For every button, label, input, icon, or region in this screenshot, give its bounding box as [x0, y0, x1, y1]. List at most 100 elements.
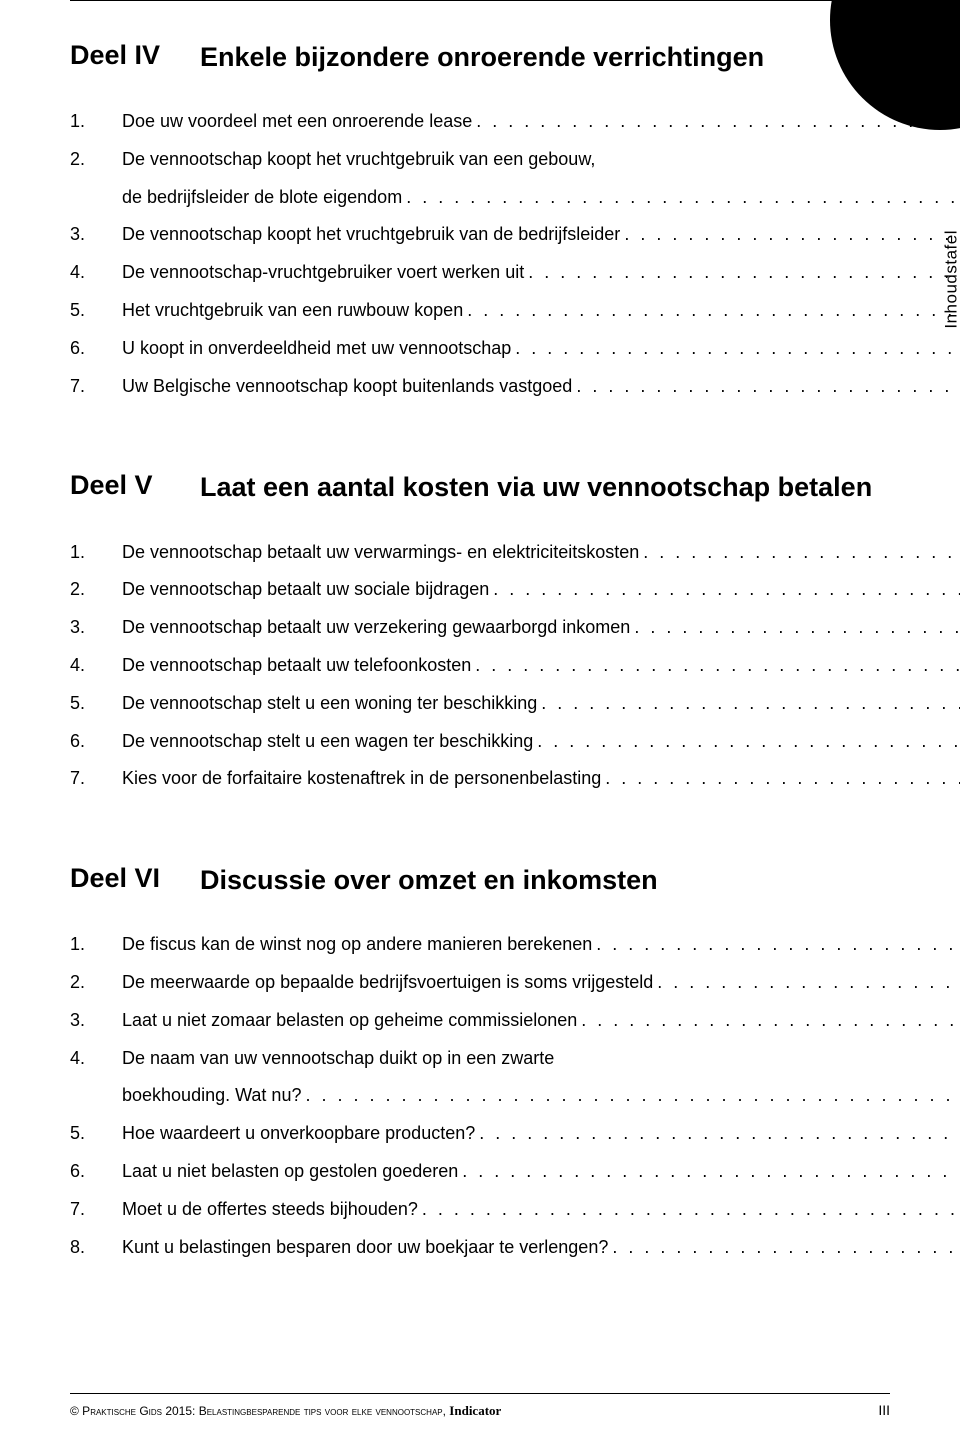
toc-item-number: 8.	[70, 1229, 122, 1267]
toc-item-text: U koopt in onverdeeldheid met uw vennoot…	[122, 330, 511, 368]
toc-item: 5.Het vruchtgebruik van een ruwbouw kope…	[70, 292, 900, 330]
toc-item: 3.De vennootschap betaalt uw verzekering…	[70, 609, 900, 647]
toc-item-body: Het vruchtgebruik van een ruwbouw kopen1…	[122, 292, 960, 330]
toc-item-number: 2.	[70, 571, 122, 609]
toc-item-number: 4.	[70, 647, 122, 685]
toc-item-number: 1.	[70, 103, 122, 141]
section-heading: Deel IVEnkele bijzondere onroerende verr…	[70, 40, 900, 75]
toc-item-text: De vennootschap betaalt uw sociale bijdr…	[122, 571, 489, 609]
toc-list: 1.Doe uw voordeel met een onroerende lea…	[70, 103, 900, 405]
toc-item: 5.Hoe waardeert u onverkoopbare producte…	[70, 1115, 900, 1153]
toc-item-text: Laat u niet zomaar belasten op geheime c…	[122, 1002, 577, 1040]
toc-item-number: 2.	[70, 964, 122, 1002]
toc-item-body: De vennootschap koopt het vruchtgebruik …	[122, 141, 960, 217]
toc-leader-dots	[643, 534, 960, 572]
toc-list: 1.De fiscus kan de winst nog op andere m…	[70, 926, 900, 1266]
toc-item-number: 5.	[70, 292, 122, 330]
toc-item-text: Laat u niet belasten op gestolen goedere…	[122, 1153, 458, 1191]
toc-item-body: Uw Belgische vennootschap koopt buitenla…	[122, 368, 960, 406]
toc-item-body: De vennootschap betaalt uw telefoonkoste…	[122, 647, 960, 685]
toc-leader-dots	[467, 292, 960, 330]
toc-item: 4.De naam van uw vennootschap duikt op i…	[70, 1040, 900, 1116]
toc-item: 4.De vennootschap betaalt uw telefoonkos…	[70, 647, 900, 685]
top-border	[70, 0, 960, 1]
toc-leader-dots	[493, 571, 960, 609]
toc-leader-dots	[479, 1115, 960, 1153]
toc-item-text: De vennootschap stelt u een wagen ter be…	[122, 723, 533, 761]
toc-item: 8.Kunt u belastingen besparen door uw bo…	[70, 1229, 900, 1267]
toc-leader-dots	[462, 1153, 960, 1191]
toc-item-body: De vennootschap stelt u een wagen ter be…	[122, 723, 960, 761]
toc-item: 6.De vennootschap stelt u een wagen ter …	[70, 723, 900, 761]
toc-item-number: 6.	[70, 723, 122, 761]
toc-leader-dots	[537, 723, 960, 761]
toc-leader-dots	[475, 647, 960, 685]
toc-item-text: De fiscus kan de winst nog op andere man…	[122, 926, 592, 964]
toc-list: 1.De vennootschap betaalt uw verwarmings…	[70, 534, 900, 799]
toc-item-body: U koopt in onverdeeldheid met uw vennoot…	[122, 330, 960, 368]
toc-item-text: Doe uw voordeel met een onroerende lease	[122, 103, 472, 141]
toc-leader-dots	[576, 368, 960, 406]
page-footer: © Praktische Gids 2015: Belastingbespare…	[70, 1393, 890, 1419]
deel-title: Enkele bijzondere onroerende verrichting…	[200, 40, 764, 75]
toc-item-body: Doe uw voordeel met een onroerende lease…	[122, 103, 960, 141]
toc-item-text: De vennootschap stelt u een woning ter b…	[122, 685, 537, 723]
section-heading: Deel VIDiscussie over omzet en inkomsten	[70, 863, 900, 898]
toc-item-number: 4.	[70, 1040, 122, 1078]
toc-item: 6.Laat u niet belasten op gestolen goede…	[70, 1153, 900, 1191]
toc-leader-dots	[581, 1002, 960, 1040]
toc-item: 6.U koopt in onverdeeldheid met uw venno…	[70, 330, 900, 368]
toc-item-text: de bedrijfsleider de blote eigendom	[122, 179, 402, 217]
toc-item: 3.Laat u niet zomaar belasten op geheime…	[70, 1002, 900, 1040]
toc-leader-dots	[305, 1077, 960, 1115]
toc-item-number: 6.	[70, 1153, 122, 1191]
deel-label: Deel V	[70, 470, 200, 501]
toc-item: 1.Doe uw voordeel met een onroerende lea…	[70, 103, 900, 141]
toc-item: 1.De vennootschap betaalt uw verwarmings…	[70, 534, 900, 572]
toc-item: 3.De vennootschap koopt het vruchtgebrui…	[70, 216, 900, 254]
toc-item-text: Moet u de offertes steeds bijhouden?	[122, 1191, 418, 1229]
toc-item-text: Hoe waardeert u onverkoopbare producten?	[122, 1115, 475, 1153]
toc-item: 7.Moet u de offertes steeds bijhouden?17…	[70, 1191, 900, 1229]
side-label: Inhoudstafel	[942, 230, 960, 329]
section-heading: Deel VLaat een aantal kosten via uw venn…	[70, 470, 900, 505]
toc-item-body: Kies voor de forfaitaire kostenaftrek in…	[122, 760, 960, 798]
toc-item-number: 1.	[70, 926, 122, 964]
toc-item-text: De meerwaarde op bepaalde bedrijfsvoertu…	[122, 964, 653, 1002]
deel-label: Deel IV	[70, 40, 200, 71]
toc-item-text: De vennootschap-vruchtgebruiker voert we…	[122, 254, 524, 292]
toc-item-number: 7.	[70, 368, 122, 406]
toc-item-text: De vennootschap betaalt uw telefoonkoste…	[122, 647, 471, 685]
deel-title: Laat een aantal kosten via uw vennootsch…	[200, 470, 872, 505]
toc-item: 2.De vennootschap betaalt uw sociale bij…	[70, 571, 900, 609]
toc-leader-dots	[422, 1191, 960, 1229]
toc-item-body: De vennootschap betaalt uw verwarmings- …	[122, 534, 960, 572]
toc-leader-dots	[612, 1229, 960, 1267]
toc-item-number: 3.	[70, 609, 122, 647]
toc-item-text: De vennootschap betaalt uw verwarmings- …	[122, 534, 639, 572]
toc-leader-dots	[657, 964, 960, 1002]
toc-item-body: De fiscus kan de winst nog op andere man…	[122, 926, 960, 964]
toc-item-body: De vennootschap-vruchtgebruiker voert we…	[122, 254, 960, 292]
toc-item-number: 1.	[70, 534, 122, 572]
toc-section: Deel IVEnkele bijzondere onroerende verr…	[70, 40, 900, 405]
toc-section: Deel VLaat een aantal kosten via uw venn…	[70, 470, 900, 798]
toc-section: Deel VIDiscussie over omzet en inkomsten…	[70, 863, 900, 1266]
toc-item-number: 3.	[70, 216, 122, 254]
toc-item-text: Uw Belgische vennootschap koopt buitenla…	[122, 368, 572, 406]
toc-leader-dots	[406, 179, 960, 217]
toc-item: 2.De meerwaarde op bepaalde bedrijfsvoer…	[70, 964, 900, 1002]
toc-item-body: Moet u de offertes steeds bijhouden?177	[122, 1191, 960, 1229]
toc-item-number: 4.	[70, 254, 122, 292]
toc-item-number: 2.	[70, 141, 122, 179]
toc-item-line: De vennootschap koopt het vruchtgebruik …	[122, 141, 960, 179]
toc-leader-dots	[634, 609, 960, 647]
toc-item-body: Laat u niet belasten op gestolen goedere…	[122, 1153, 960, 1191]
deel-title: Discussie over omzet en inkomsten	[200, 863, 658, 898]
toc-item-text: Kunt u belastingen besparen door uw boek…	[122, 1229, 608, 1267]
toc-item-number: 6.	[70, 330, 122, 368]
toc-item-number: 5.	[70, 685, 122, 723]
toc-item-number: 5.	[70, 1115, 122, 1153]
toc-item-text: boekhouding. Wat nu?	[122, 1077, 301, 1115]
toc-item-text: De vennootschap betaalt uw verzekering g…	[122, 609, 630, 647]
